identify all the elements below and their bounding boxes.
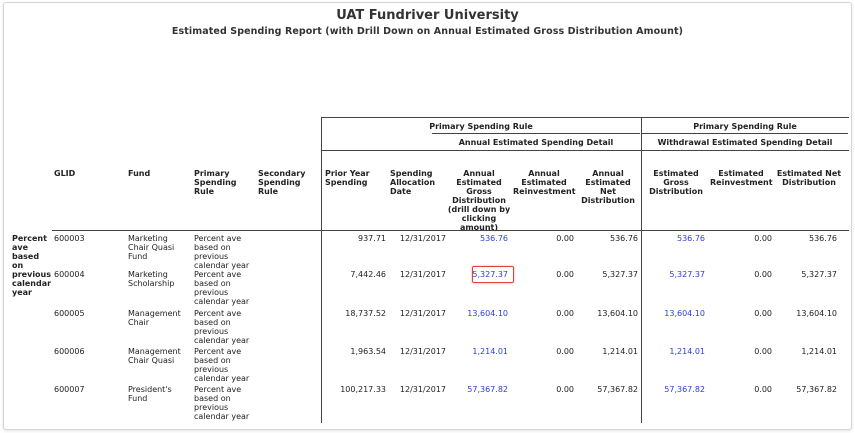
cell-w-net: 1,214.01 [801, 347, 837, 356]
cell-w-net: 536.76 [809, 234, 837, 243]
cell-primary-rule: Percent ave based on previous calendar y… [194, 347, 250, 383]
cell-glid: 600007 [54, 385, 85, 394]
cell-fund: Marketing Chair Quasi Fund [128, 234, 175, 261]
report-header: UAT Fundriver University Estimated Spend… [0, 8, 855, 37]
cell-w-reinvest: 0.00 [754, 347, 772, 356]
cell-annual-gross-link[interactable]: 536.76 [480, 234, 508, 243]
cell-alloc-date: 12/31/2017 [399, 270, 446, 279]
cell-annual-reinvest: 0.00 [556, 270, 574, 279]
cell-w-net: 57,367.82 [796, 385, 837, 394]
group-bottom-rule [321, 150, 849, 151]
cell-annual-gross-link[interactable]: 13,604.10 [467, 309, 508, 318]
col-alloc-date: Spending Allocation Date [390, 169, 436, 196]
cell-w-gross-link[interactable]: 536.76 [677, 234, 705, 243]
cell-annual-gross-link[interactable]: 57,367.82 [467, 385, 508, 394]
group-primary-rule-annual: Primary Spending Rule [429, 122, 533, 131]
cell-fund: Management Chair Quasi [128, 347, 181, 365]
col-annual-net: Annual Estimated Net Distribution [581, 169, 635, 205]
cell-prior-year: 1,963.54 [350, 347, 386, 356]
cell-annual-net: 13,604.10 [597, 309, 638, 318]
group-primary-rule-withdrawal: Primary Spending Rule [693, 122, 797, 131]
col-w-gross: Estimated Gross Distribution [649, 169, 703, 196]
col-glid: GLID [54, 169, 76, 178]
cell-primary-rule: Percent ave based on previous calendar y… [194, 270, 250, 306]
cell-fund: Marketing Scholarship [128, 270, 175, 288]
cell-fund: President's Fund [128, 385, 172, 403]
cell-glid: 600003 [54, 234, 85, 243]
cell-annual-reinvest: 0.00 [556, 385, 574, 394]
cell-w-net: 5,327.37 [801, 270, 837, 279]
cell-w-reinvest: 0.00 [754, 270, 772, 279]
cell-alloc-date: 12/31/2017 [399, 385, 446, 394]
report-subtitle: Estimated Spending Report (with Drill Do… [171, 26, 684, 37]
cell-w-reinvest: 0.00 [754, 309, 772, 318]
cell-prior-year: 18,737.52 [345, 309, 386, 318]
col-w-reinvest: Estimated Reinvestment [710, 169, 773, 187]
cell-w-reinvest: 0.00 [754, 385, 772, 394]
top-group-rule [321, 117, 849, 118]
cell-alloc-date: 12/31/2017 [399, 347, 446, 356]
col-prior-year: Prior Year Spending [325, 169, 370, 187]
cell-glid: 600004 [54, 270, 85, 279]
cell-annual-gross-link[interactable]: 5,327.37 [472, 270, 508, 279]
cell-fund: Management Chair [128, 309, 181, 327]
cell-w-net: 13,604.10 [796, 309, 837, 318]
highlight-box [472, 266, 514, 283]
header-bottom-rule [52, 230, 849, 231]
col-fund: Fund [128, 169, 151, 178]
cell-w-gross-link[interactable]: 5,327.37 [669, 270, 705, 279]
cell-prior-year: 100,217.33 [340, 385, 386, 394]
cell-annual-net: 57,367.82 [597, 385, 638, 394]
cell-annual-net: 5,327.37 [602, 270, 638, 279]
cell-w-gross-link[interactable]: 57,367.82 [664, 385, 705, 394]
cell-w-reinvest: 0.00 [754, 234, 772, 243]
cell-glid: 600005 [54, 309, 85, 318]
col-primary-rule: Primary Spending Rule [194, 169, 237, 196]
cell-primary-rule: Percent ave based on previous calendar y… [194, 309, 250, 345]
university-title: UAT Fundriver University [336, 8, 519, 23]
cell-w-gross-link[interactable]: 13,604.10 [664, 309, 705, 318]
cell-annual-reinvest: 0.00 [556, 234, 574, 243]
group-annual-detail: Annual Estimated Spending Detail [458, 138, 614, 147]
cell-primary-rule: Percent ave based on previous calendar y… [194, 234, 250, 270]
row-group-label: Percent ave based on previous calendar y… [12, 234, 52, 297]
cell-annual-reinvest: 0.00 [556, 309, 574, 318]
report-frame [3, 2, 852, 430]
withdrawal-subrule [642, 133, 848, 134]
group-withdrawal-detail: Withdrawal Estimated Spending Detail [657, 138, 833, 147]
cell-prior-year: 7,442.46 [350, 270, 386, 279]
cell-alloc-date: 12/31/2017 [399, 309, 446, 318]
cell-w-gross-link[interactable]: 1,214.01 [669, 347, 705, 356]
col-annual-reinvest: Annual Estimated Reinvestment [513, 169, 576, 196]
cell-annual-net: 536.76 [610, 234, 638, 243]
cell-primary-rule: Percent ave based on previous calendar y… [194, 385, 250, 421]
divider-middle [641, 117, 642, 423]
annual-subrule [432, 133, 640, 134]
divider-left [321, 117, 322, 423]
col-annual-gross: Annual Estimated Gross Distribution (dri… [447, 169, 511, 232]
col-w-net: Estimated Net Distribution [776, 169, 842, 187]
cell-annual-gross-link[interactable]: 1,214.01 [472, 347, 508, 356]
cell-annual-net: 1,214.01 [602, 347, 638, 356]
cell-glid: 600006 [54, 347, 85, 356]
cell-annual-reinvest: 0.00 [556, 347, 574, 356]
cell-alloc-date: 12/31/2017 [399, 234, 446, 243]
col-secondary-rule: Secondary Spending Rule [258, 169, 306, 196]
cell-prior-year: 937.71 [358, 234, 386, 243]
